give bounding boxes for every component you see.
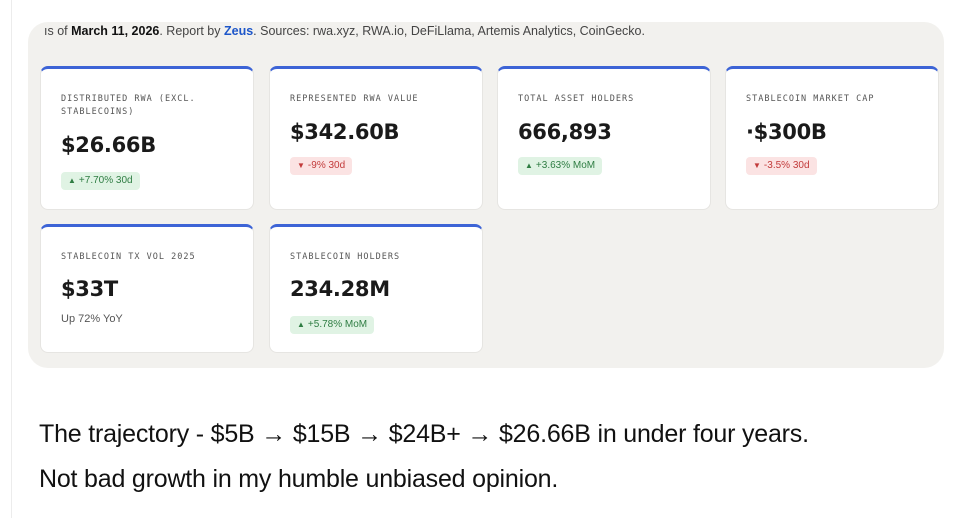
card-label: REPRESENTED RWA VALUE [290,94,419,104]
badge-text: -9% 30d [307,160,346,171]
header-sources: . Sources: rwa.xyz, RWA.io, DeFiLlama, A… [253,24,645,38]
card-value: ·$300B [746,120,827,144]
card-label: STABLECOIN MARKET CAP [746,94,875,104]
card-note: Up 72% YoY [61,313,123,325]
post-text-line-2: Not bad growth in my humble unbiased opi… [39,465,559,493]
header-prefix: ıs of [44,24,72,38]
trend-badge: ▲ +5.78% MoM [290,316,375,334]
card-label: DISTRIBUTED RWA (EXCL. STABLECOINS) [61,94,196,117]
card-label: STABLECOIN HOLDERS [290,252,401,262]
triangle-up-icon: ▲ [525,161,533,170]
card-value: $342.60B [290,120,400,144]
stat-card-total-holders: TOTAL ASSET HOLDERS 666,893 ▲ +3.63% MoM [497,66,711,210]
stat-card-stablecoin-tx-vol: STABLECOIN TX VOL 2025 $33T Up 72% YoY [40,224,254,353]
trend-badge: ▲ +3.63% MoM [518,157,603,175]
badge-text: +5.78% MoM [307,319,368,330]
triangle-down-icon: ▼ [753,161,761,170]
card-label: TOTAL ASSET HOLDERS [518,94,635,104]
stat-card-distributed-rwa: DISTRIBUTED RWA (EXCL. STABLECOINS) $26.… [40,66,254,210]
thread-rule [11,0,12,518]
header-report-by: . Report by [159,24,224,38]
triangle-down-icon: ▼ [297,161,305,170]
card-value: 234.28M [290,277,390,301]
trend-badge: ▼ -9% 30d [290,157,353,175]
report-date: March 11, 2026 [71,24,160,38]
author-link[interactable]: Zeus [223,24,254,38]
triangle-up-icon: ▲ [297,320,305,329]
badge-text: +7.70% 30d [78,175,133,186]
trend-badge: ▲ +7.70% 30d [61,172,140,190]
trend-badge: ▼ -3.5% 30d [746,157,817,175]
badge-text: +3.63% MoM [535,160,596,171]
post-text-line-1: The trajectory - $5B → $15B → $24B+ → $2… [39,420,809,448]
card-value: 666,893 [518,120,612,144]
badge-text: -3.5% 30d [763,160,810,171]
card-value: $26.66B [61,133,156,157]
card-label: STABLECOIN TX VOL 2025 [61,252,196,262]
stat-card-represented-rwa: REPRESENTED RWA VALUE $342.60B ▼ -9% 30d [269,66,483,210]
stat-card-stablecoin-holders: STABLECOIN HOLDERS 234.28M ▲ +5.78% MoM [269,224,483,353]
report-header: ıs of March 11, 2026. Report by Zeus. So… [44,24,645,38]
triangle-up-icon: ▲ [68,176,76,185]
stat-card-stablecoin-mcap: STABLECOIN MARKET CAP ·$300B ▼ -3.5% 30d [725,66,939,210]
card-value: $33T [61,277,118,301]
